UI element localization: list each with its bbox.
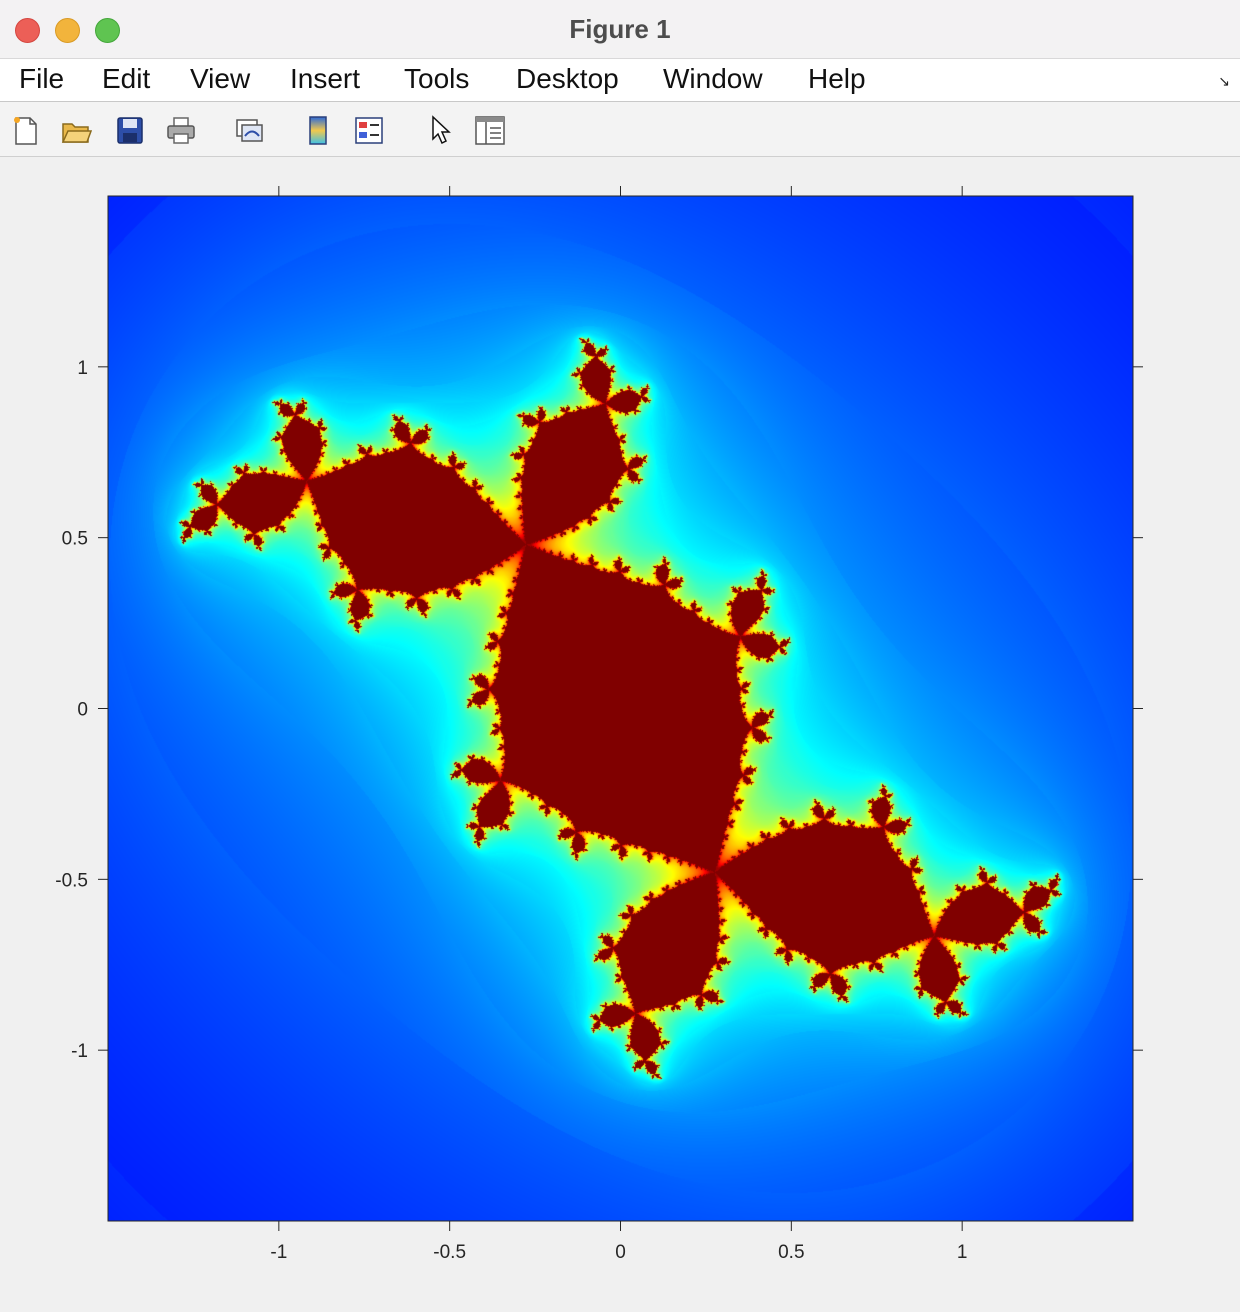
x-tick-label: 1 bbox=[957, 1242, 968, 1263]
menu-tools[interactable]: Tools bbox=[404, 63, 470, 94]
menu-help[interactable]: Help bbox=[808, 63, 866, 94]
axes[interactable]: -1 -0.5 0 0.5 1 -1 -0.5 0 0.5 1 bbox=[0, 157, 1240, 1312]
insert-legend-icon[interactable] bbox=[353, 114, 385, 146]
y-tick-label: -1 bbox=[71, 1041, 88, 1062]
menu-view[interactable]: View bbox=[190, 63, 251, 94]
open-file-icon[interactable] bbox=[60, 114, 93, 146]
x-tick-label: 0.5 bbox=[778, 1242, 804, 1263]
tick-layer: -1 -0.5 0 0.5 1 -1 -0.5 0 0.5 1 bbox=[55, 186, 1143, 1263]
new-figure-icon[interactable] bbox=[10, 114, 42, 146]
x-tick-label: -0.5 bbox=[433, 1242, 466, 1263]
menu-edit[interactable]: Edit bbox=[102, 63, 151, 94]
minimize-window-button[interactable] bbox=[55, 18, 80, 43]
menu-insert[interactable]: Insert bbox=[290, 63, 361, 94]
close-window-button[interactable] bbox=[15, 18, 40, 43]
menu-desktop[interactable]: Desktop bbox=[516, 63, 619, 94]
menu-bar: File Edit View Insert Tools Desktop Wind… bbox=[0, 59, 1240, 102]
property-inspector-icon[interactable] bbox=[474, 114, 506, 146]
save-icon[interactable] bbox=[114, 114, 146, 146]
y-tick-label: -0.5 bbox=[55, 870, 88, 891]
x-tick-label: -1 bbox=[270, 1242, 287, 1263]
link-plot-icon[interactable] bbox=[233, 114, 265, 146]
menu-window[interactable]: Window bbox=[663, 63, 763, 94]
edit-plot-arrow-icon[interactable] bbox=[425, 114, 457, 146]
x-tick-label: 0 bbox=[615, 1242, 626, 1263]
y-tick-label: 1 bbox=[77, 358, 88, 379]
print-icon[interactable] bbox=[165, 114, 197, 146]
menu-file[interactable]: File bbox=[19, 63, 65, 94]
axes-area: -1 -0.5 0 0.5 1 -1 -0.5 0 0.5 1 bbox=[0, 157, 1240, 1312]
insert-colorbar-icon[interactable] bbox=[302, 114, 334, 146]
window-title: Figure 1 bbox=[569, 14, 671, 44]
title-bar[interactable]: Figure 1 bbox=[0, 0, 1240, 59]
zoom-window-button[interactable] bbox=[95, 18, 120, 43]
undock-icon[interactable]: ↘ bbox=[1218, 73, 1230, 89]
figure-toolbar bbox=[0, 102, 1240, 157]
julia-set-image bbox=[108, 196, 1133, 1221]
y-tick-label: 0.5 bbox=[62, 529, 88, 550]
y-tick-label: 0 bbox=[77, 700, 88, 721]
